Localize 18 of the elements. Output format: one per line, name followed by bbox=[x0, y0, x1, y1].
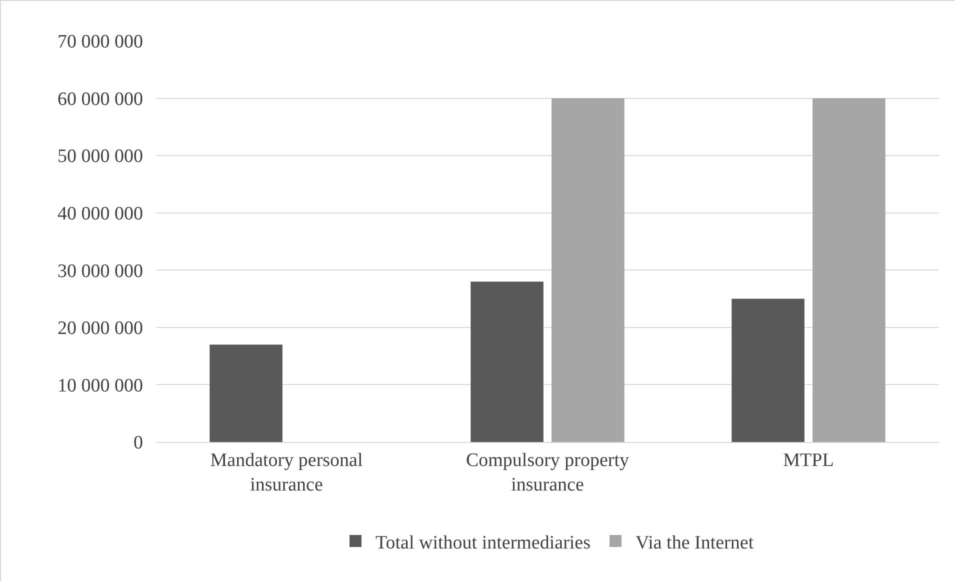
y-tick-label: 70 000 000 bbox=[58, 32, 143, 53]
y-tick-label: 30 000 000 bbox=[58, 260, 143, 282]
y-tick-label: 60 000 000 bbox=[58, 88, 143, 110]
bar bbox=[732, 298, 804, 442]
x-tick-label: MTPL bbox=[783, 450, 834, 471]
legend-label: Via the Internet bbox=[636, 532, 754, 554]
bar bbox=[210, 344, 282, 442]
x-tick-label: Mandatory personal insurance bbox=[210, 450, 363, 496]
y-tick-label: 50 000 000 bbox=[58, 146, 143, 168]
y-tick-label: 40 000 000 bbox=[58, 204, 143, 225]
y-tick-label: 0 bbox=[134, 432, 143, 454]
y-tick-label: 10 000 000 bbox=[58, 375, 143, 396]
bar bbox=[552, 98, 624, 442]
y-tick-label: 20 000 000 bbox=[58, 318, 143, 340]
bar bbox=[470, 282, 544, 442]
x-tick-label: Compulsory property insurance bbox=[466, 450, 630, 496]
bar bbox=[812, 98, 886, 442]
legend-label: Total without intermediaries bbox=[376, 532, 591, 554]
